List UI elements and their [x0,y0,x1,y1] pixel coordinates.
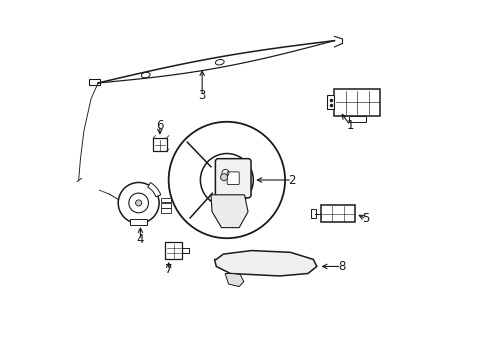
Polygon shape [89,80,100,85]
FancyBboxPatch shape [326,95,334,109]
Text: 3: 3 [198,89,205,102]
Polygon shape [224,274,244,287]
FancyBboxPatch shape [311,209,315,218]
FancyBboxPatch shape [215,159,250,198]
FancyBboxPatch shape [321,205,354,222]
Wedge shape [147,183,161,197]
Text: 7: 7 [164,264,172,276]
Ellipse shape [215,59,224,65]
FancyBboxPatch shape [153,138,166,152]
FancyBboxPatch shape [161,208,170,213]
FancyBboxPatch shape [161,198,170,202]
Polygon shape [214,251,316,276]
Polygon shape [210,195,247,228]
FancyBboxPatch shape [165,242,182,259]
FancyBboxPatch shape [334,89,380,116]
Text: 2: 2 [288,174,295,186]
Circle shape [135,200,142,206]
FancyBboxPatch shape [161,203,170,207]
Text: 8: 8 [337,260,345,273]
FancyBboxPatch shape [348,116,366,122]
Circle shape [220,174,227,181]
Text: 1: 1 [346,119,353,132]
Ellipse shape [141,72,150,78]
FancyBboxPatch shape [227,172,239,185]
Text: 4: 4 [136,234,144,247]
FancyBboxPatch shape [130,219,147,225]
Text: 5: 5 [362,212,369,225]
Text: 6: 6 [156,119,163,132]
